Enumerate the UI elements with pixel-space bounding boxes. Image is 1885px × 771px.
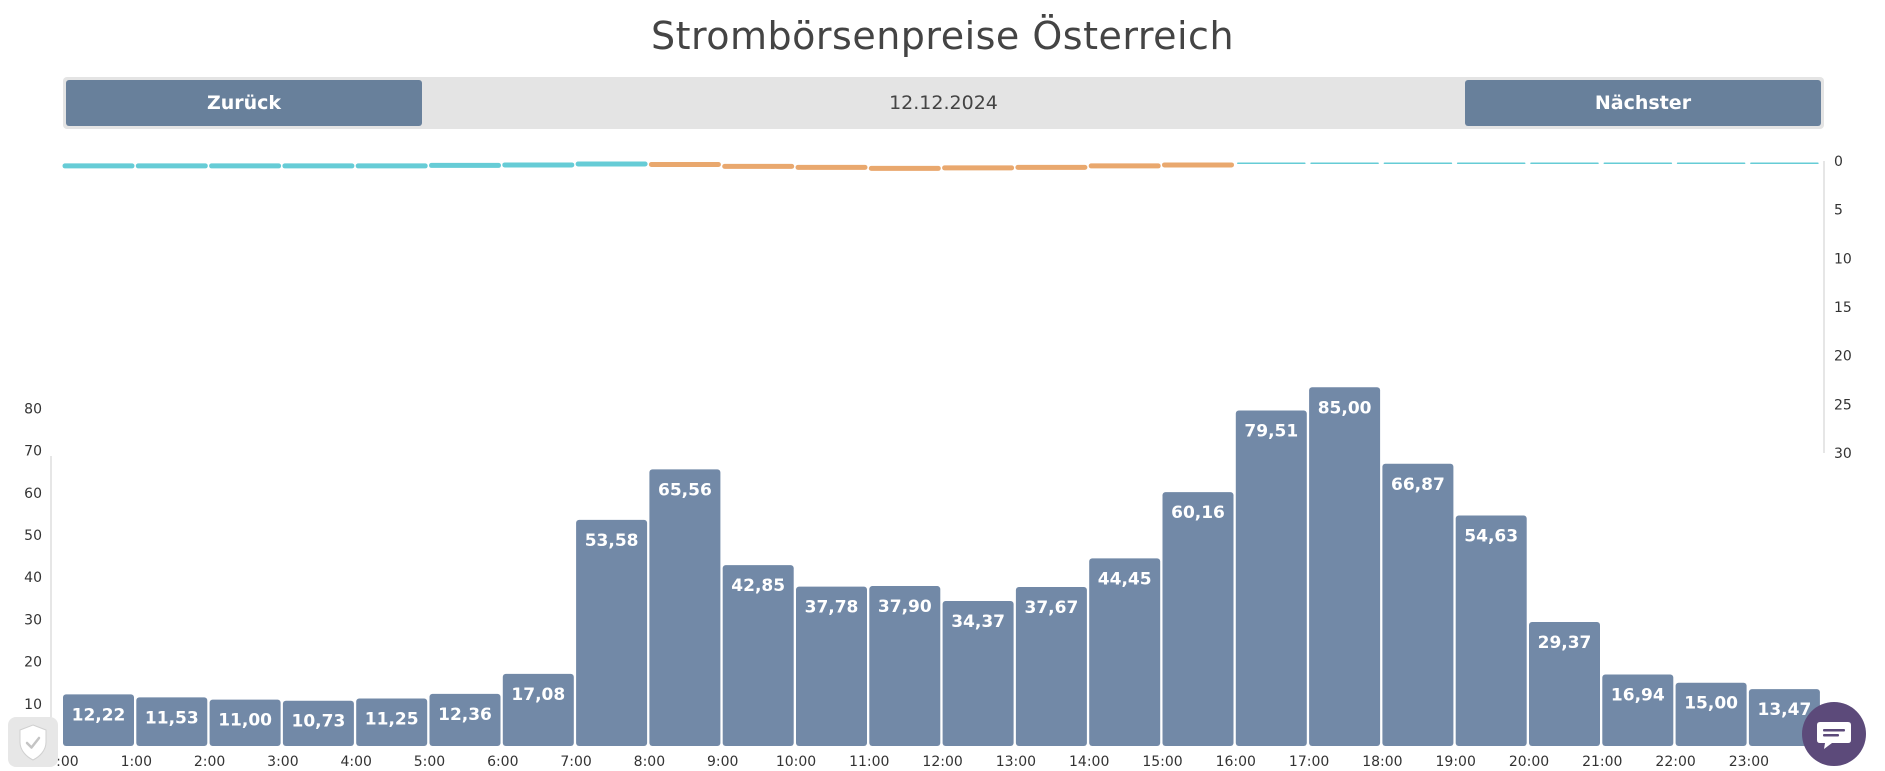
- price-bar[interactable]: [1162, 492, 1234, 746]
- bar-value-label: 42,85: [731, 576, 785, 596]
- bar-value-label: 53,58: [585, 531, 639, 551]
- y-tick-label: 30: [24, 612, 42, 628]
- bar-value-label: 34,37: [951, 612, 1005, 632]
- x-tick-label: 22:00: [1655, 754, 1695, 768]
- x-tick-label: 17:00: [1289, 754, 1329, 768]
- x-tick-label: 14:00: [1069, 754, 1109, 768]
- bar-value-label: 17,08: [511, 685, 565, 705]
- right-y-tick-label: 10: [1834, 251, 1852, 267]
- bar-value-label: 60,16: [1171, 503, 1225, 523]
- bar-value-label: 54,63: [1464, 526, 1518, 546]
- x-tick-label: 2:00: [194, 754, 225, 768]
- bar-value-label: 16,94: [1611, 686, 1665, 706]
- bar-value-label: 37,67: [1025, 598, 1079, 618]
- back-button[interactable]: Zurück: [66, 80, 422, 126]
- right-y-tick-label: 0: [1834, 154, 1843, 170]
- bar-value-label: 11,00: [218, 711, 272, 731]
- price-bar[interactable]: [649, 469, 721, 746]
- x-tick-label: 6:00: [487, 754, 518, 768]
- chat-bubble-icon: [1817, 722, 1851, 749]
- x-tick-label: 11:00: [849, 754, 889, 768]
- bar-value-label: 37,78: [805, 598, 859, 618]
- x-tick-label: 19:00: [1436, 754, 1476, 768]
- bar-value-label: 37,90: [878, 597, 932, 617]
- x-tick-label: 1:00: [121, 754, 152, 768]
- price-bar[interactable]: [942, 600, 1014, 746]
- price-bar[interactable]: [136, 697, 208, 746]
- x-tick-label: 5:00: [414, 754, 445, 768]
- bar-value-label: 12,22: [72, 705, 126, 725]
- x-tick-label: 21:00: [1582, 754, 1622, 768]
- y-tick-label: 50: [24, 528, 42, 544]
- y-tick-label: 40: [24, 570, 42, 586]
- right-y-tick-label: 30: [1834, 446, 1852, 462]
- price-bar[interactable]: [429, 693, 501, 746]
- right-y-tick-label: 15: [1834, 300, 1852, 316]
- y-tick-label: 60: [24, 486, 42, 502]
- bar-value-label: 29,37: [1538, 633, 1592, 653]
- right-y-tick-label: 25: [1834, 397, 1852, 413]
- price-bar[interactable]: [576, 519, 648, 746]
- price-bar[interactable]: [502, 673, 574, 746]
- x-tick-label: 13:00: [996, 754, 1036, 768]
- x-tick-label: 4:00: [340, 754, 371, 768]
- bar-value-label: 10,73: [292, 712, 346, 732]
- price-bar[interactable]: [1529, 622, 1600, 746]
- price-bar[interactable]: [282, 700, 354, 746]
- next-button[interactable]: Nächster: [1465, 80, 1821, 126]
- price-bar[interactable]: [356, 698, 428, 746]
- bar-value-label: 11,25: [365, 710, 419, 730]
- bar-value-label: 12,36: [438, 705, 492, 725]
- price-bar[interactable]: [869, 586, 941, 746]
- price-bar[interactable]: [722, 565, 794, 746]
- x-tick-label: 9:00: [707, 754, 738, 768]
- page-title: Strombörsenpreise Österreich: [650, 14, 1235, 58]
- price-bar[interactable]: [209, 699, 281, 746]
- price-bar[interactable]: [1235, 410, 1307, 746]
- x-tick-label: 12:00: [922, 754, 962, 768]
- x-tick-label: 10:00: [776, 754, 816, 768]
- right-y-tick-label: 5: [1834, 203, 1843, 219]
- x-tick-label: 7:00: [560, 754, 591, 768]
- price-bar[interactable]: [1455, 515, 1527, 746]
- price-bar[interactable]: [63, 694, 134, 746]
- x-tick-label: 3:00: [267, 754, 298, 768]
- bar-value-label: 79,51: [1244, 421, 1298, 441]
- bar-value-label: 44,45: [1098, 569, 1152, 589]
- x-tick-label: 20:00: [1509, 754, 1549, 768]
- price-bar[interactable]: [1089, 558, 1161, 746]
- x-tick-label: 8:00: [634, 754, 665, 768]
- price-bar[interactable]: [1675, 682, 1747, 746]
- price-bar[interactable]: [1382, 463, 1454, 746]
- chat-button[interactable]: [1802, 702, 1866, 766]
- privacy-shield-button[interactable]: [8, 717, 58, 767]
- x-tick-label: 16:00: [1216, 754, 1256, 768]
- x-tick-label: 18:00: [1362, 754, 1402, 768]
- x-tick-label: 15:00: [1142, 754, 1182, 768]
- bar-value-label: 66,87: [1391, 475, 1445, 495]
- right-y-tick-label: 20: [1834, 349, 1852, 365]
- price-bar[interactable]: [1015, 587, 1087, 746]
- price-bar[interactable]: [796, 586, 867, 746]
- y-tick-label: 10: [24, 697, 42, 713]
- bar-value-label: 11,53: [145, 708, 199, 728]
- price-bar[interactable]: [1602, 674, 1674, 746]
- shield-check-icon: [19, 724, 47, 761]
- price-bar[interactable]: [1309, 387, 1381, 746]
- y-tick-label: 70: [24, 444, 42, 460]
- bar-value-label: 65,56: [658, 480, 712, 500]
- y-tick-label: 80: [24, 401, 42, 417]
- bar-value-label: 15,00: [1684, 694, 1738, 714]
- bar-value-label: 85,00: [1318, 398, 1372, 418]
- bar-value-label: 13,47: [1758, 700, 1812, 720]
- y-tick-label: 20: [24, 655, 42, 671]
- x-tick-label: 23:00: [1729, 754, 1769, 768]
